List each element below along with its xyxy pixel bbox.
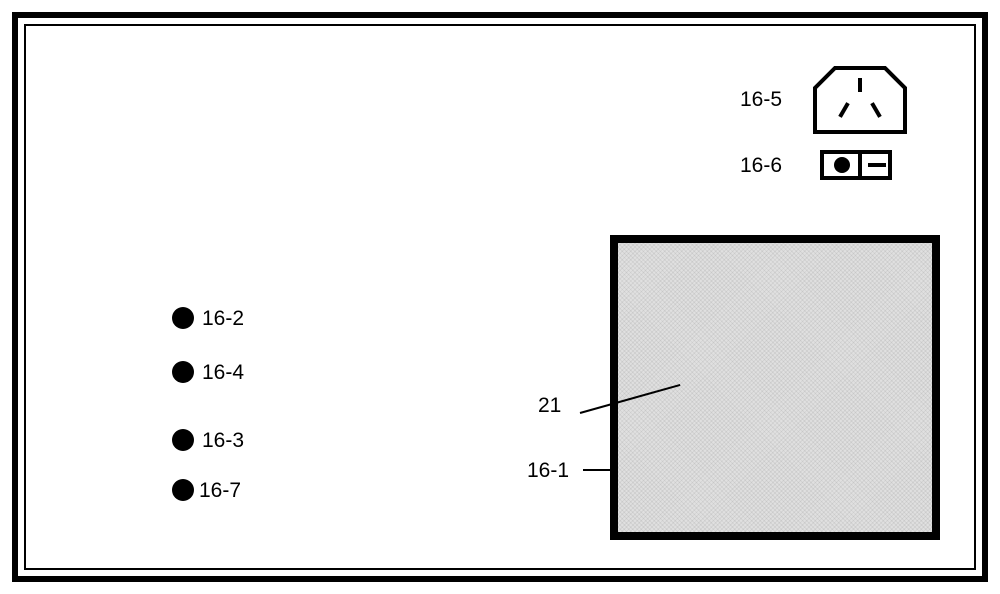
- power-switch[interactable]: [820, 150, 892, 180]
- power-switch-on-dot: [834, 157, 850, 173]
- power-switch-label: 16-6: [740, 154, 782, 178]
- power-switch-divider: [858, 154, 862, 176]
- power-switch-off-dash: [868, 163, 886, 167]
- power-socket-icon: [0, 0, 1000, 594]
- power-socket-ground-prong: [858, 78, 862, 92]
